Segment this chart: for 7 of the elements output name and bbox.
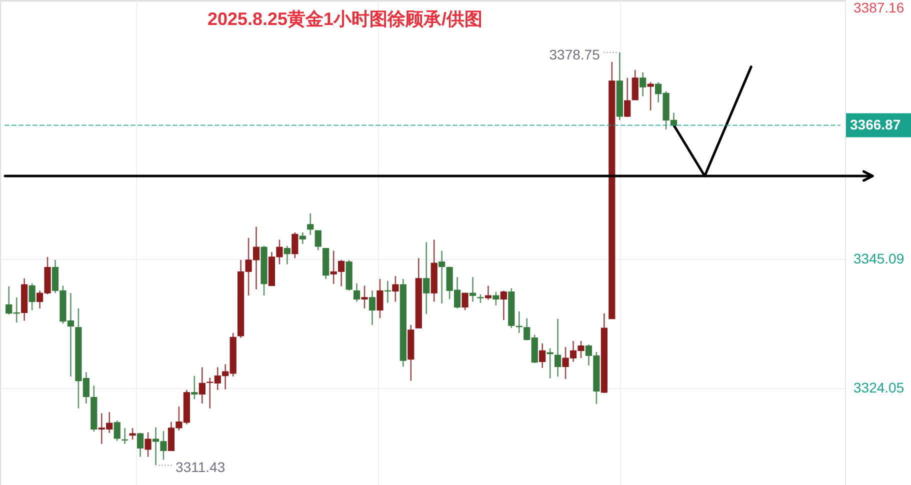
y-tick-label: 3387.16 (854, 0, 904, 16)
annotation: 3378.75 (549, 46, 600, 62)
y-tick-label: 3324.05 (854, 379, 904, 396)
text: 2025.8.25黄金1小时图徐顾承/供图 (207, 9, 483, 29)
y-tick-label: 3345.09 (854, 250, 904, 266)
annotation: 3311.43 (176, 459, 226, 476)
ref-line-label: 3366.87 (850, 116, 901, 132)
